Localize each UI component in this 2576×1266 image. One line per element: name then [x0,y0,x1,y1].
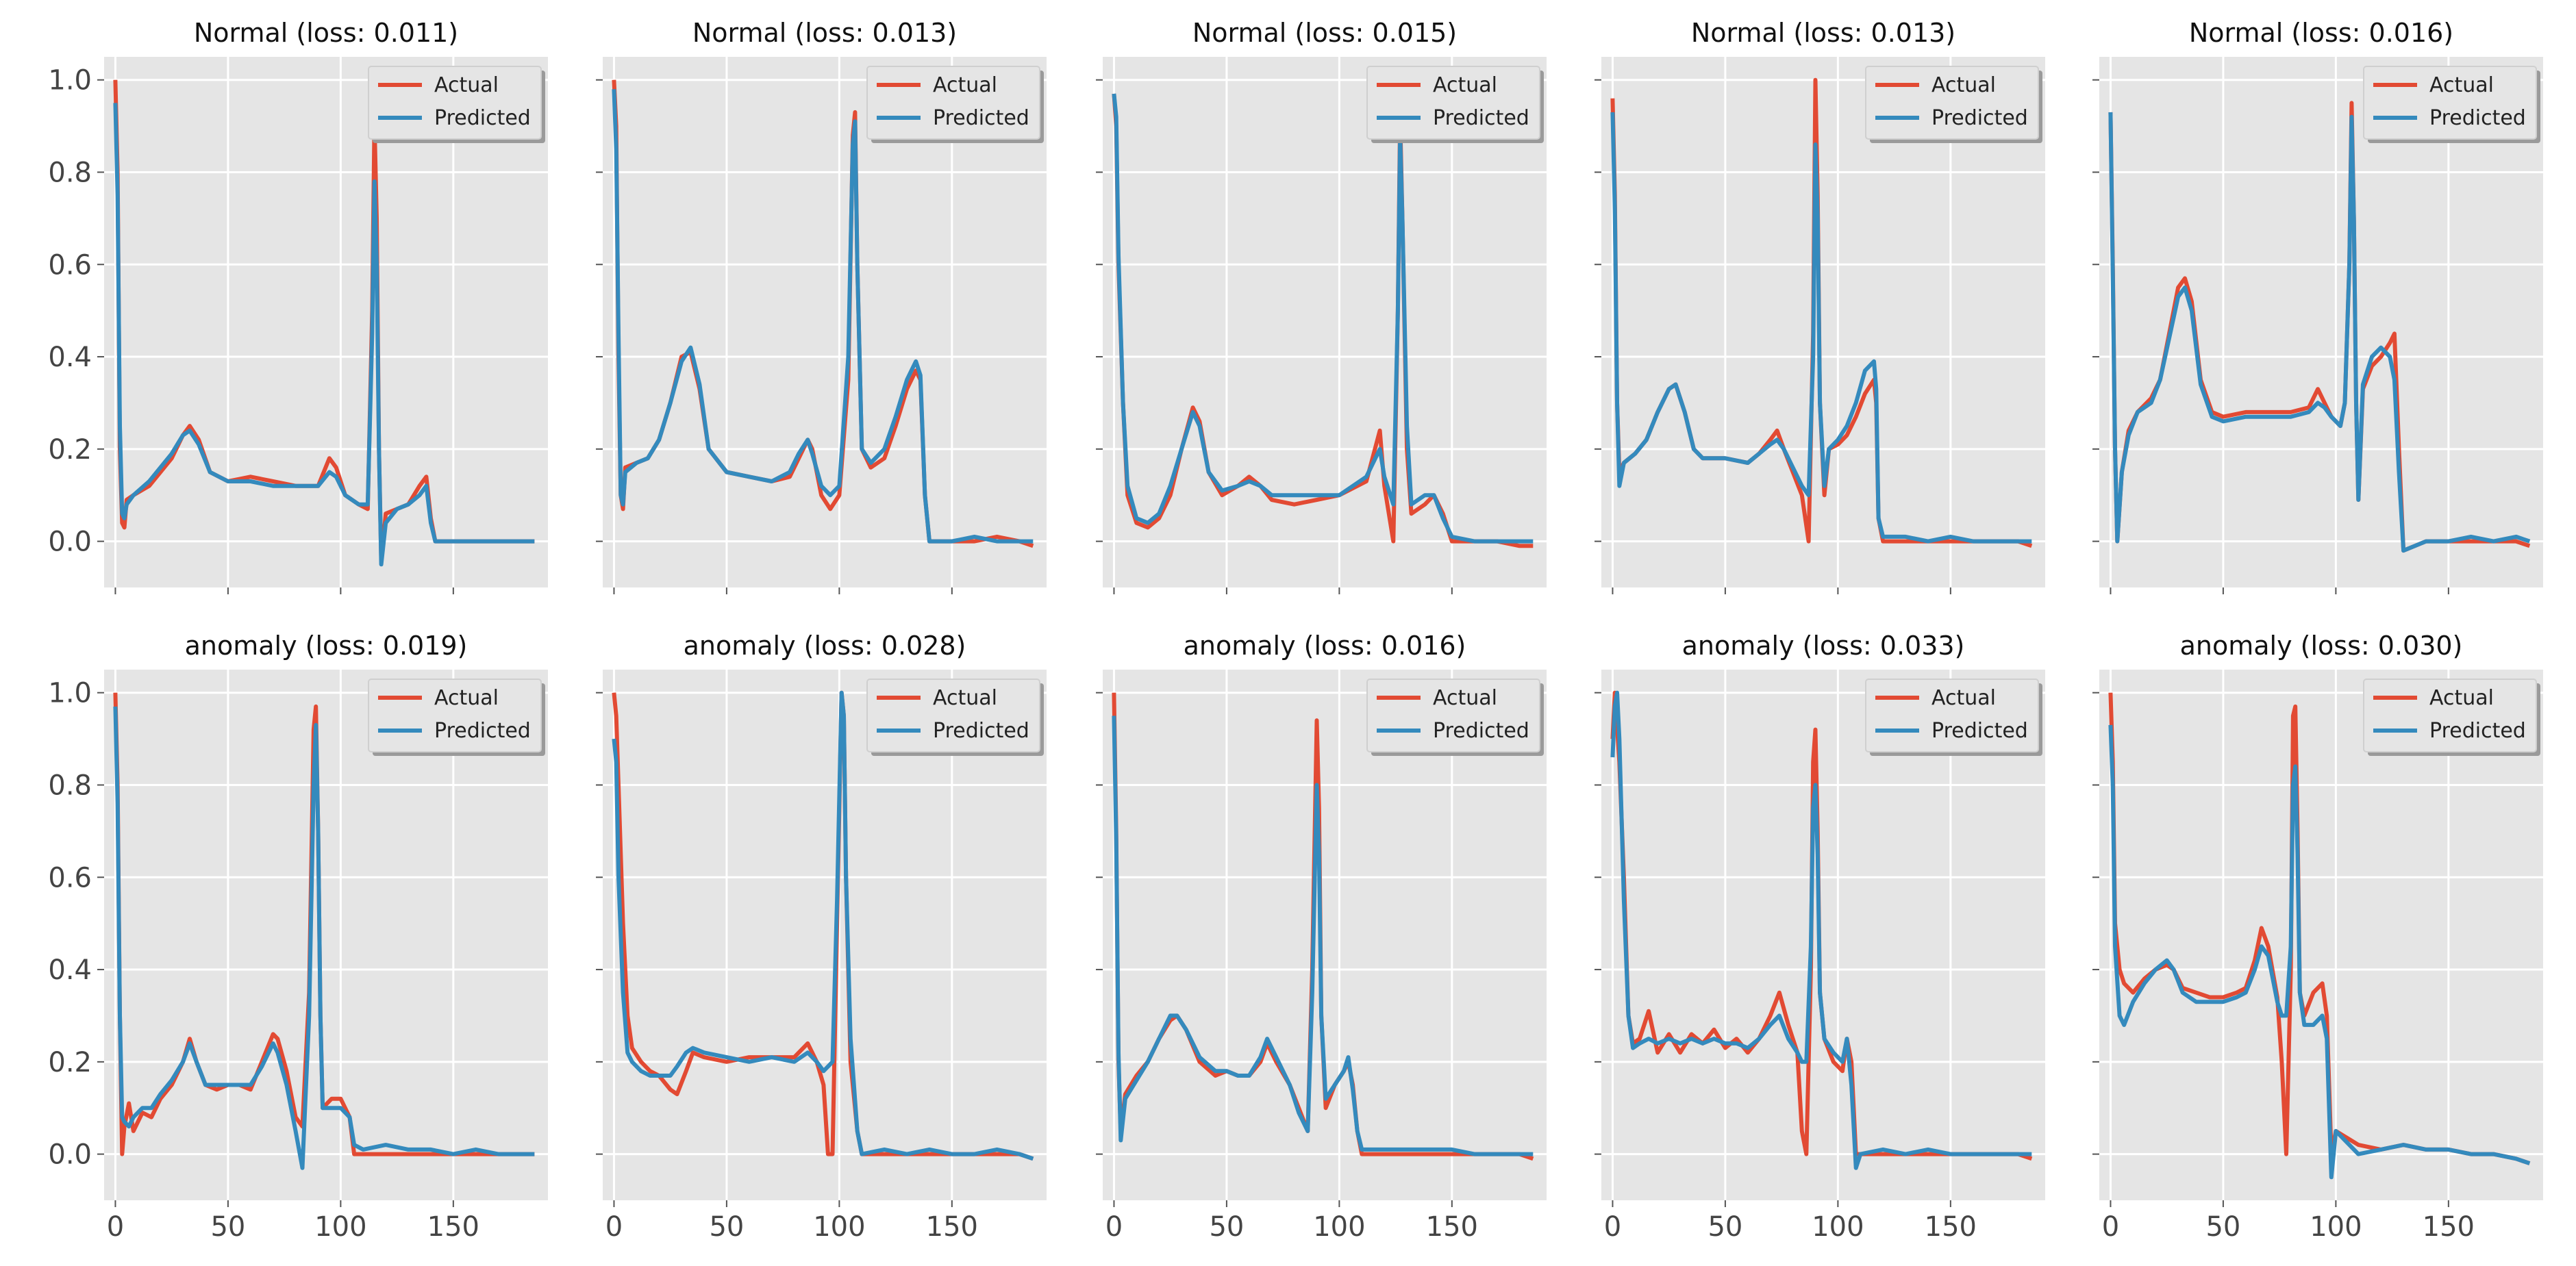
x-tick-label: 150 [1426,1211,1478,1243]
legend-label: Predicted [1931,719,2028,743]
y-tick-label: 1.0 [48,678,92,709]
subplot-title: anomaly (loss: 0.019) [185,631,468,661]
legend-label: Predicted [933,719,1029,743]
legend-label: Actual [933,686,997,710]
series-line-predicted [2108,724,2531,1180]
y-tick-label: 0.4 [48,954,92,986]
subplot: Normal (loss: 0.016) Actual Predicted [2092,18,2543,594]
legend-label: Predicted [434,719,531,743]
subplot: 0 50 100 150 anomaly (loss: 0.028) Actual Pred… [596,631,1047,1243]
x-tick-label: 150 [427,1211,479,1243]
legend-label: Actual [933,73,997,97]
plot-area [2099,670,2543,1200]
x-tick-label: 50 [2205,1211,2240,1243]
x-tick-label: 50 [709,1211,744,1243]
series-line-predicted [1112,93,1534,544]
legend-label: Actual [1931,686,1996,710]
y-tick-label: 0.6 [48,249,92,281]
subplot-title: anomaly (loss: 0.028) [684,631,966,661]
subplot-title: Normal (loss: 0.013) [692,18,957,48]
subplot: Normal (loss: 0.015) Actual Predicted [1096,18,1547,594]
plot-area [1103,670,1547,1200]
series-line-predicted [1112,716,1534,1156]
subplot: 0 50 100 150 anomaly (loss: 0.033) Actual Pred… [1595,631,2045,1243]
legend-label: Actual [1931,73,1996,97]
legend-label: Predicted [1433,719,1529,743]
x-tick-label: 50 [210,1211,245,1243]
series-line-predicted [113,103,535,567]
x-tick-label: 150 [2423,1211,2475,1243]
y-tick-label: 0.2 [48,1047,92,1078]
subplot: 0 50 100 150 0.0 0.2 0.4 0.6 0.8 1.0 anomaly (loss… [48,631,548,1243]
subplot-title: Normal (loss: 0.013) [1691,18,1955,48]
x-tick-label: 100 [813,1211,865,1243]
x-tick-label: 0 [1604,1211,1621,1243]
y-tick-label: 0.4 [48,342,92,373]
x-tick-label: 100 [2310,1211,2362,1243]
y-tick-label: 0.6 [48,862,92,894]
legend-label: Actual [1433,686,1497,710]
x-tick-label: 100 [314,1211,366,1243]
subplot-title: anomaly (loss: 0.033) [1682,631,1965,661]
subplot-title: Normal (loss: 0.015) [1192,18,1457,48]
series-line-predicted [2108,112,2531,553]
x-tick-label: 0 [2102,1211,2119,1243]
series-line-predicted [612,89,1034,544]
y-tick-label: 0.8 [48,770,92,801]
legend-label: Actual [1433,73,1497,97]
legend-label: Actual [2429,686,2494,710]
y-tick-label: 1.0 [48,65,92,97]
subplot-title: anomaly (loss: 0.030) [2180,631,2463,661]
series-line-predicted [612,690,1034,1161]
x-tick-label: 150 [926,1211,978,1243]
x-tick-label: 50 [1708,1211,1742,1243]
y-tick-label: 0.2 [48,434,92,466]
series-line-predicted [1610,112,2032,544]
subplot: Normal (loss: 0.013) Actual Predicted [1595,18,2045,594]
x-tick-label: 0 [107,1211,124,1243]
y-tick-label: 0.0 [48,1139,92,1171]
y-tick-label: 0.8 [48,157,92,188]
legend-label: Predicted [434,106,531,130]
plot-area [104,670,548,1200]
series-line-predicted [1610,690,2032,1170]
legend-label: Predicted [1931,106,2028,130]
legend-label: Actual [434,73,499,97]
x-tick-label: 100 [1313,1211,1365,1243]
series-line-predicted [113,706,535,1170]
subplot: 0 50 100 150 anomaly (loss: 0.016) Actual Pred… [1096,631,1547,1243]
plot-area [1601,670,2045,1200]
y-tick-label: 0.0 [48,527,92,558]
legend-label: Predicted [2429,106,2526,130]
x-tick-label: 50 [1209,1211,1244,1243]
series-line-actual [1610,690,2033,1161]
legend-label: Predicted [933,106,1029,130]
legend-label: Predicted [2429,719,2526,743]
plot-area [104,57,548,587]
x-tick-label: 0 [1105,1211,1123,1243]
subplot: 0 50 100 150 anomaly (loss: 0.030) Actual Pred… [2092,631,2543,1243]
series-line-actual [113,692,535,1156]
x-tick-label: 100 [1812,1211,1864,1243]
legend-label: Predicted [1433,106,1529,130]
subplot-title: Normal (loss: 0.016) [2189,18,2453,48]
x-tick-label: 150 [1925,1211,1977,1243]
subplot: Normal (loss: 0.013) Actual Predicted [596,18,1047,594]
subplot-title: anomaly (loss: 0.016) [1184,631,1466,661]
plot-area [1601,57,2045,587]
legend-label: Actual [2429,73,2494,97]
legend-label: Actual [434,686,499,710]
subplot: 0.0 0.2 0.4 0.6 0.8 1.0 Normal (loss: 0.011) Ac… [48,18,548,594]
subplot-title: Normal (loss: 0.011) [194,18,458,48]
x-tick-label: 0 [605,1211,623,1243]
